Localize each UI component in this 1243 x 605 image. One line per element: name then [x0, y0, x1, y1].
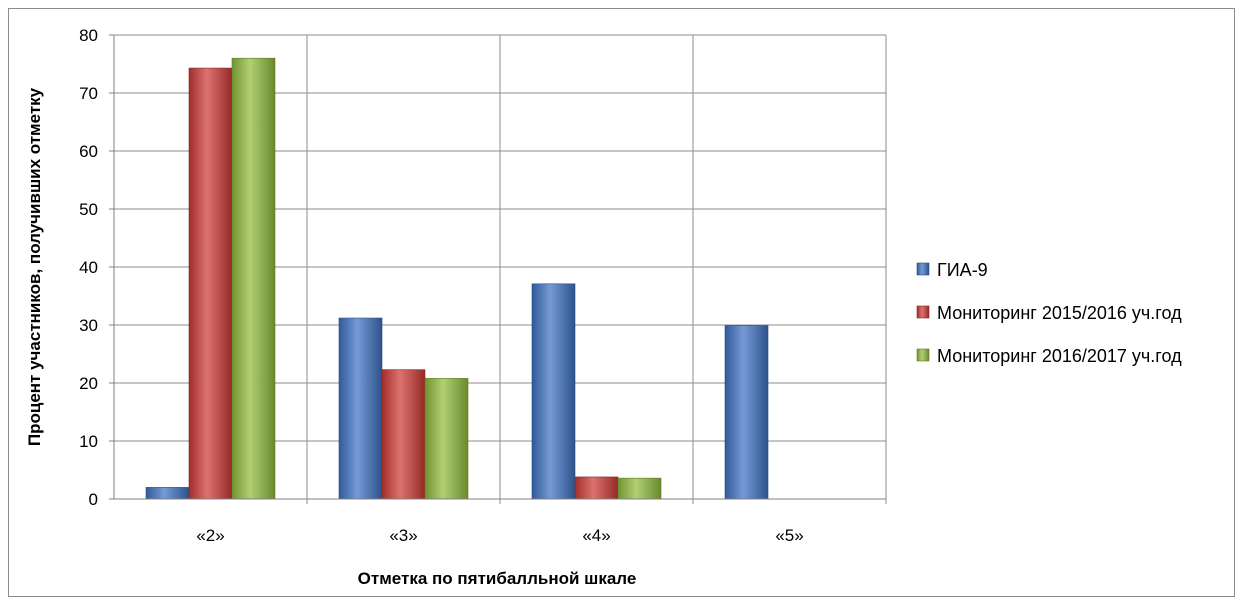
legend-label: Мониторинг 2016/2017 уч.год	[937, 346, 1182, 366]
bar	[424, 378, 469, 500]
bar	[338, 317, 383, 500]
y-tick-labels: 0 10 20 30 40 50 60 70 80	[79, 26, 98, 509]
y-tick-label: 40	[79, 258, 98, 277]
legend-swatch	[916, 262, 930, 276]
y-tick-label: 60	[79, 142, 98, 161]
bar	[574, 476, 619, 500]
y-axis-title: Процент участников, получивших отметку	[25, 87, 44, 446]
y-tick-label: 70	[79, 84, 98, 103]
bar	[617, 477, 662, 500]
legend-swatch	[916, 305, 930, 319]
y-tick-label: 10	[79, 432, 98, 451]
legend: ГИА-9 Мониторинг 2015/2016 уч.год Монитори…	[916, 260, 1182, 366]
x-tick-label: «3»	[389, 526, 417, 545]
x-tick-label: «2»	[196, 526, 224, 545]
legend-label: ГИА-9	[937, 260, 988, 280]
y-tick-label: 0	[89, 490, 98, 509]
bar	[231, 57, 276, 500]
bar	[531, 283, 576, 500]
bar	[145, 487, 190, 500]
y-tick-label: 50	[79, 200, 98, 219]
y-tick-label: 20	[79, 374, 98, 393]
bar	[724, 325, 769, 500]
x-tick-labels: «2» «3» «4» «5»	[196, 526, 803, 545]
bar	[188, 67, 233, 500]
x-axis-title: Отметка по пятибалльной шкале	[358, 569, 637, 588]
legend-swatch	[916, 348, 930, 362]
bars	[145, 57, 769, 500]
y-tick-label: 30	[79, 316, 98, 335]
y-tick-label: 80	[79, 26, 98, 45]
legend-label: Мониторинг 2015/2016 уч.год	[937, 303, 1182, 323]
x-tick-label: «5»	[775, 526, 803, 545]
bar	[381, 369, 426, 500]
x-tick-label: «4»	[582, 526, 610, 545]
